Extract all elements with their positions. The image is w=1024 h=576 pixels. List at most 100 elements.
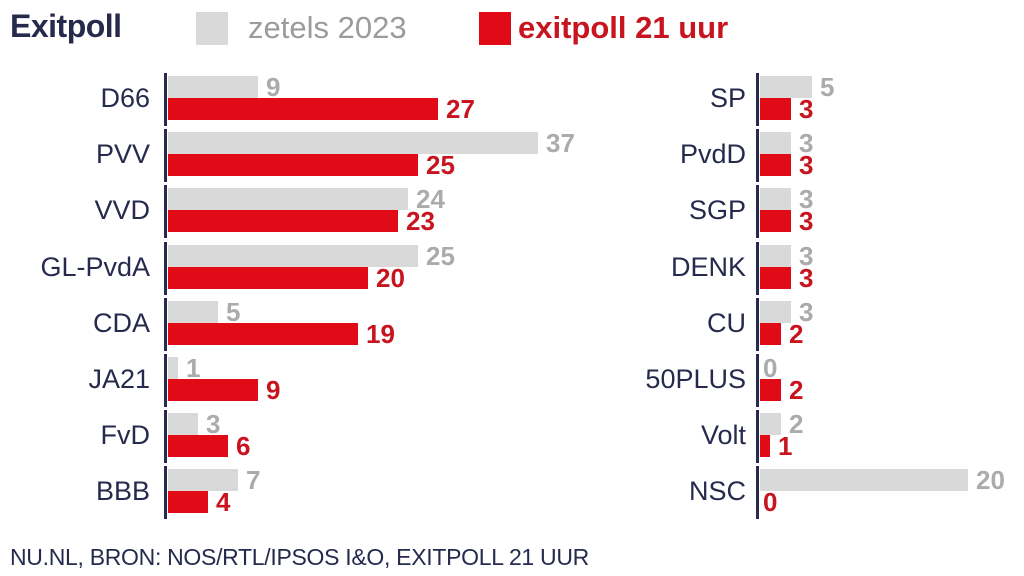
category-label-pvv: PVV [95,139,150,170]
bar-zetels-2023-nsc [760,469,968,492]
value-exitpoll-gl-pvda: 20 [376,262,405,293]
value-exitpoll-bbb: 4 [216,487,231,518]
bar-zetels-2023-gl-pvda [168,244,418,267]
bar-exitpoll-ja21 [168,379,258,401]
category-label-sgp: SGP [688,195,746,226]
value-zetels-2023-pvdd: 3 [799,128,814,159]
bar-exitpoll-vvd [168,210,398,233]
value-exitpoll-cu: 2 [789,318,804,349]
axis-line-cu [756,297,759,351]
value-zetels-2023-cu: 3 [799,296,814,327]
bar-exitpoll-bbb [168,491,208,514]
value-zetels-2023-cda: 5 [226,296,241,327]
value-exitpoll-sgp: 3 [799,206,814,237]
value-zetels-2023-denk: 3 [799,240,814,271]
axis-line-nsc [756,466,759,520]
legend-label-zetels-2023: zetels 2023 [248,10,407,45]
source-note: NU.NL, BRON: NOS/RTL/IPSOS I&O, EXITPOLL… [10,544,589,570]
value-zetels-2023-50plus: 0 [763,353,778,383]
page-title: Exitpoll [10,8,122,44]
category-label-vvd: VVD [94,195,150,226]
bar-zetels-2023-fvd [168,413,198,436]
value-exitpoll-denk: 3 [799,262,814,293]
axis-line-50plus [756,354,759,407]
bar-exitpoll-d66 [168,98,438,120]
bar-exitpoll-denk [760,266,791,289]
bar-exitpoll-pvdd [760,154,791,177]
category-label-cu: CU [707,307,746,338]
axis-line-fvd [164,410,167,464]
category-label-bbb: BBB [95,476,150,507]
legend-swatch-exitpoll-21-uur [479,12,511,45]
category-label-ja21: JA21 [88,364,150,394]
value-zetels-2023-pvv: 37 [546,128,575,159]
bar-exitpoll-sgp [760,210,791,233]
category-label-d66: D66 [100,83,150,113]
bar-exitpoll-gl-pvda [168,266,368,289]
category-label-fvd: FvD [100,420,151,451]
bar-exitpoll-pvv [168,154,418,177]
value-zetels-2023-volt: 2 [789,409,804,440]
bar-zetels-2023-sp [760,76,812,98]
axis-line-vvd [164,185,167,239]
bar-zetels-2023-denk [760,244,791,267]
bar-zetels-2023-cu [760,300,791,323]
axis-line-pvdd [756,129,759,183]
category-label-50plus: 50PLUS [645,364,746,394]
value-zetels-2023-bbb: 7 [246,465,261,496]
value-exitpoll-nsc: 0 [763,487,778,518]
category-label-volt: Volt [700,420,746,451]
legend-swatch-zetels-2023 [196,12,228,45]
value-zetels-2023-sgp: 3 [799,184,814,215]
bar-exitpoll-50plus [760,379,781,401]
bar-exitpoll-sp [760,98,791,120]
value-exitpoll-ja21: 9 [266,375,281,405]
axis-line-bbb [164,466,167,520]
value-exitpoll-vvd: 23 [406,206,435,237]
axis-line-sgp [756,185,759,239]
bar-exitpoll-volt [760,435,770,458]
category-label-nsc: NSC [688,476,746,507]
bar-zetels-2023-vvd [168,188,408,211]
value-exitpoll-cda: 19 [366,318,395,349]
category-label-sp: SP [709,83,746,113]
axis-line-ja21 [164,354,167,407]
value-zetels-2023-d66: 9 [266,72,281,102]
value-zetels-2023-ja21: 1 [186,353,201,383]
bar-zetels-2023-d66 [168,76,258,98]
axis-line-gl-pvda [164,241,167,295]
value-zetels-2023-sp: 5 [820,72,835,102]
legend-label-exitpoll-21-uur: exitpoll 21 uur [518,10,729,45]
category-label-denk: DENK [670,251,746,282]
axis-line-volt [756,410,759,464]
value-exitpoll-50plus: 2 [789,375,804,405]
value-zetels-2023-nsc: 20 [976,465,1005,496]
category-label-gl-pvda: GL-PvdA [40,251,150,282]
value-zetels-2023-gl-pvda: 25 [426,240,455,271]
value-zetels-2023-vvd: 24 [416,184,445,215]
category-label-pvdd: PvdD [679,139,746,170]
bar-zetels-2023-pvv [168,132,538,155]
bar-zetels-2023-volt [760,413,781,436]
value-exitpoll-sp: 3 [799,94,814,124]
bar-zetels-2023-pvdd [760,132,791,155]
value-exitpoll-fvd: 6 [236,431,251,462]
value-zetels-2023-fvd: 3 [206,409,221,440]
bar-zetels-2023-cda [168,300,218,323]
axis-line-sp [756,73,759,126]
value-exitpoll-volt: 1 [778,431,793,462]
bar-exitpoll-fvd [168,435,228,458]
axis-line-d66 [164,73,167,126]
value-exitpoll-d66: 27 [446,94,475,124]
axis-line-cda [164,297,167,351]
bar-zetels-2023-ja21 [168,357,178,379]
bar-exitpoll-cda [168,322,358,345]
bar-zetels-2023-bbb [168,469,238,492]
bar-exitpoll-cu [760,322,781,345]
axis-line-pvv [164,129,167,183]
axis-line-denk [756,241,759,295]
value-exitpoll-pvdd: 3 [799,150,814,181]
value-exitpoll-pvv: 25 [426,150,455,181]
category-label-cda: CDA [92,307,150,338]
